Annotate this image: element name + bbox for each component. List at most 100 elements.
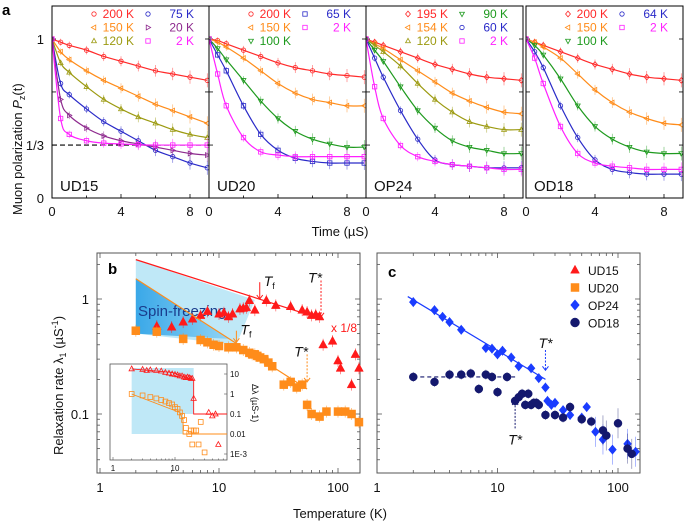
data-point: [52, 36, 55, 42]
y-label-part: Relaxation rate λ: [51, 357, 66, 455]
data-point: [170, 147, 177, 154]
data-point: [466, 118, 473, 124]
data-point-od18: [487, 372, 497, 382]
subpanel-frame: [365, 5, 524, 199]
data-point: [660, 151, 668, 157]
data-point-ud20: [322, 407, 331, 416]
data-point: [187, 150, 194, 157]
data-point: [380, 48, 387, 54]
data-point-od18: [466, 369, 476, 378]
legend-label: 195 K: [417, 7, 448, 21]
data-point: [240, 47, 247, 53]
data-point-op24: [456, 324, 466, 335]
data-point: [574, 103, 581, 110]
inset-data-point-ud15: [215, 440, 222, 447]
data-point: [678, 151, 683, 157]
inset-x-tick-label: 10: [171, 464, 180, 473]
arrow-head: [317, 312, 325, 318]
legend-label: 200 K: [103, 7, 134, 21]
data-point: [275, 60, 281, 66]
x-tick-label: 1: [96, 480, 103, 495]
data-point-ud15: [354, 362, 364, 372]
legend-label: 20 K: [169, 21, 194, 35]
data-point: [531, 43, 538, 49]
data-point: [366, 36, 369, 42]
spin-freezing-label: Spin-freezing: [138, 303, 226, 320]
x-tick-label: 1: [373, 480, 380, 495]
inset-y-axis-label: Δλ (µS-1): [250, 384, 260, 422]
inset-data-point-ud15: [184, 373, 191, 380]
y-label-part: 1: [58, 352, 68, 357]
inset-data-point-ud15: [185, 374, 193, 381]
fit-curve-75k: [52, 38, 208, 169]
data-point: [540, 65, 546, 71]
legend-marker: [564, 24, 571, 31]
legend-label: 64 K: [643, 7, 668, 21]
fit-curve-2k: [526, 38, 682, 171]
data-point: [258, 53, 264, 60]
annotation-label: Tf: [240, 322, 252, 340]
data-point: [326, 141, 333, 148]
legend-label: 2 K: [333, 21, 351, 35]
legend-label: 100 K: [260, 34, 291, 48]
data-point-ud15: [318, 339, 328, 349]
x-tick-label: 10: [490, 480, 504, 495]
data-point: [58, 96, 65, 103]
data-point-ud15: [187, 313, 198, 323]
panel-b: Spin-freezing 1 10 100 1 0.1 b Relaxation rate …: [50, 252, 364, 495]
legend-marker: [145, 11, 151, 17]
data-point: [644, 166, 650, 172]
data-point-ud15: [202, 306, 213, 315]
data-point-op24: [591, 426, 600, 437]
data-point: [626, 144, 633, 151]
data-point-op24: [526, 363, 536, 374]
inset-data-point-ud15: [165, 369, 173, 376]
data-group: [209, 35, 366, 171]
data-point: [327, 71, 333, 77]
data-point: [135, 142, 141, 148]
arrow-head: [303, 377, 311, 383]
legend-label: 65 K: [326, 7, 351, 21]
inset-data-point-ud15: [205, 408, 213, 415]
data-point: [449, 162, 455, 168]
data-point-od18: [558, 413, 568, 422]
data-point: [449, 138, 456, 145]
y-label-end: (t): [10, 83, 25, 95]
data-point: [540, 52, 547, 59]
data-point-ud15: [241, 302, 252, 312]
annotation-label: T*: [538, 335, 553, 351]
data-point: [361, 144, 366, 151]
data-point: [326, 99, 332, 106]
data-point-ud15: [333, 355, 343, 365]
data-point-ud20: [267, 362, 277, 371]
data-point: [83, 47, 90, 53]
data-point: [135, 63, 141, 69]
inset-data-point-ud15: [182, 374, 190, 381]
data-point: [343, 102, 350, 109]
data-point: [609, 137, 616, 143]
data-point: [414, 67, 420, 74]
inset-y-tick-label: 1: [230, 390, 235, 399]
data-point-od18: [587, 417, 596, 426]
fit-line-op24: [407, 296, 546, 380]
annotation-text: T*: [508, 431, 523, 447]
data-point: [152, 142, 159, 148]
inset-data-point-ud15: [128, 365, 135, 372]
data-point: [187, 74, 193, 80]
data-group: [526, 35, 683, 182]
data-point: [661, 166, 667, 172]
data-point: [592, 160, 598, 166]
data-point: [678, 166, 683, 172]
legend-marker: [248, 11, 254, 17]
data-point: [66, 42, 72, 48]
annotation-sub: f: [272, 281, 275, 291]
legend-label: 2 K: [490, 34, 508, 48]
data-point: [84, 124, 90, 132]
data-point: [240, 103, 247, 109]
x-tick-label: 4: [431, 204, 438, 219]
data-point: [101, 119, 107, 125]
legend-label: UD20: [588, 282, 619, 296]
data-point: [661, 75, 667, 83]
